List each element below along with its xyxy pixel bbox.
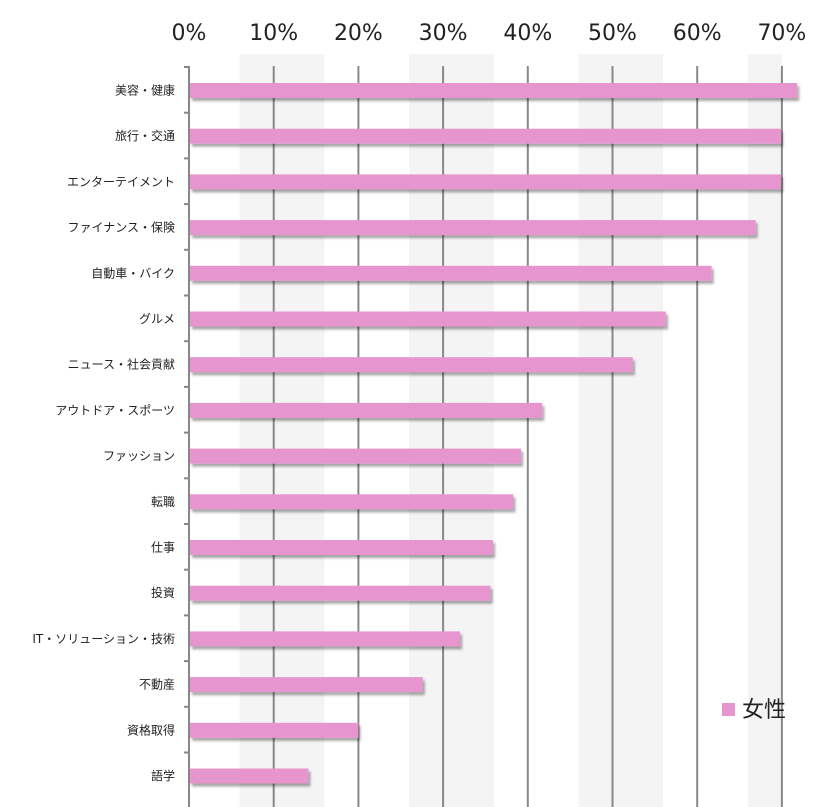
bars (190, 83, 798, 784)
legend-label: 女性 (742, 698, 786, 723)
bar (190, 631, 461, 647)
bar (190, 494, 514, 510)
bar (190, 83, 798, 98)
bar (190, 220, 756, 236)
x-tick-label: 10% (249, 21, 298, 46)
x-tick-label: 40% (503, 21, 552, 46)
category-axis (184, 66, 190, 807)
bar (190, 585, 491, 601)
category-label: ニュース・社会貢献 (68, 357, 175, 372)
category-label: 自動車・バイク (91, 266, 175, 280)
category-label: 投資 (151, 585, 175, 600)
category-label: ファッション (103, 449, 175, 463)
x-tick-label: 0% (172, 21, 207, 46)
bar (190, 402, 543, 418)
x-tick-label: 20% (334, 21, 383, 46)
bar (190, 677, 423, 693)
bar (190, 311, 666, 327)
background-band (578, 54, 664, 807)
category-label: 資格取得 (127, 722, 175, 737)
legend: 女性 (722, 698, 786, 723)
category-label: 不動産 (139, 677, 175, 692)
bar (190, 448, 522, 464)
legend-swatch (722, 703, 735, 716)
x-tick-label: 70% (757, 21, 806, 46)
x-tick-label: 50% (588, 21, 637, 46)
plot-background-bands (239, 54, 782, 807)
x-tick-labels: 0% 10% 20% 30% 40% 50% 60% 70% (172, 21, 807, 46)
background-band (747, 54, 782, 807)
category-label: グルメ (139, 312, 175, 326)
bar (190, 768, 309, 784)
category-label: 仕事 (151, 541, 175, 555)
category-label: アウトドア・スポーツ (55, 403, 175, 417)
category-labels: 美容・健康旅行・交通エンターテイメントファイナンス・保険自動車・バイクグルメニュ… (32, 83, 175, 784)
category-label: 旅行・交通 (115, 128, 175, 143)
category-label: 語学 (151, 768, 175, 783)
category-label: エンターテイメント (67, 175, 175, 189)
bar (190, 357, 633, 373)
background-band (239, 54, 325, 807)
background-band (409, 54, 494, 807)
x-tick-label: 60% (673, 21, 722, 46)
bar (190, 128, 782, 144)
bar (190, 540, 494, 555)
category-label: IT・ソリューション・技術 (32, 632, 175, 646)
x-tick-label: 30% (419, 21, 468, 46)
bar (190, 265, 712, 281)
category-label: 美容・健康 (115, 83, 175, 98)
category-label: 転職 (151, 495, 175, 509)
category-label: ファイナンス・保険 (67, 221, 175, 235)
bar (190, 174, 782, 190)
bar (190, 722, 359, 738)
gridlines (188, 66, 783, 807)
